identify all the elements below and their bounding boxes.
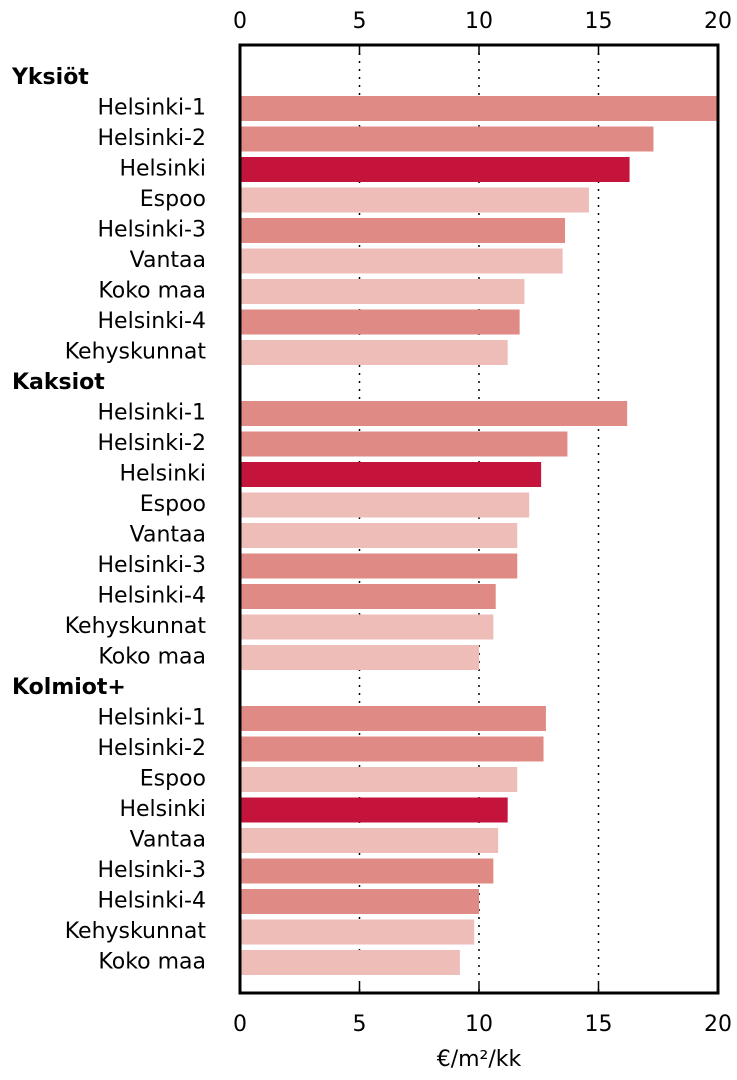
x-tick-label: 0 <box>233 9 247 34</box>
x-tick-label: 15 <box>585 1012 613 1037</box>
category-label: Helsinki <box>119 157 206 182</box>
bar <box>240 309 520 335</box>
category-label: Helsinki-1 <box>98 401 207 426</box>
bar <box>240 96 718 121</box>
bar <box>240 279 525 304</box>
bar <box>240 187 589 213</box>
x-axis-label: €/m²/kk <box>437 1047 522 1072</box>
category-label: Helsinki-3 <box>98 553 207 578</box>
category-label: Vantaa <box>130 828 206 853</box>
category-label: Helsinki-4 <box>98 309 207 334</box>
bar <box>240 736 544 762</box>
bar <box>240 584 496 609</box>
bar <box>240 218 566 243</box>
bar <box>240 706 546 731</box>
category-label: Helsinki-3 <box>98 858 207 883</box>
category-label: Espoo <box>140 767 206 792</box>
category-label: Vantaa <box>130 523 206 548</box>
bar <box>240 523 518 548</box>
bar <box>240 614 494 640</box>
bar <box>240 340 508 365</box>
bar <box>240 126 654 152</box>
bar <box>240 492 530 518</box>
x-tick-label: 0 <box>233 1012 247 1037</box>
bar <box>240 462 542 487</box>
category-label: Helsinki-3 <box>98 218 207 243</box>
category-label: Koko maa <box>98 279 206 304</box>
plot-frame <box>238 43 720 995</box>
group-label: Yksiöt <box>11 65 89 90</box>
bar <box>240 401 628 426</box>
category-label: Helsinki-1 <box>98 706 207 731</box>
category-label: Kehyskunnat <box>65 919 207 944</box>
x-tick-label: 5 <box>353 9 367 34</box>
x-tick-label: 15 <box>585 9 613 34</box>
x-tick-label: 10 <box>465 9 493 34</box>
bar <box>240 828 499 853</box>
category-label: Espoo <box>140 492 206 517</box>
category-label: Helsinki <box>119 462 206 487</box>
bar <box>240 431 568 457</box>
x-tick-label: 10 <box>465 1012 493 1037</box>
bar <box>240 919 475 945</box>
bar <box>240 248 563 274</box>
bar <box>240 553 518 579</box>
category-label: Helsinki-4 <box>98 584 207 609</box>
category-label: Espoo <box>140 187 206 212</box>
bar <box>240 858 494 884</box>
x-tick-label: 20 <box>704 9 732 34</box>
category-label: Kehyskunnat <box>65 614 207 639</box>
bar <box>240 645 479 670</box>
category-label: Koko maa <box>98 950 206 975</box>
category-label: Helsinki <box>119 797 206 822</box>
category-label: Koko maa <box>98 645 206 670</box>
category-label: Kehyskunnat <box>65 340 207 365</box>
bar <box>240 767 518 792</box>
bar <box>240 950 460 975</box>
category-label: Helsinki-1 <box>98 96 207 121</box>
category-label: Helsinki-2 <box>98 431 207 456</box>
group-label: Kaksiot <box>12 370 105 395</box>
category-label: Helsinki-2 <box>98 126 207 151</box>
bar <box>240 797 508 823</box>
bar <box>240 157 630 182</box>
category-label: Vantaa <box>130 248 206 273</box>
x-tick-label: 20 <box>704 1012 732 1037</box>
bar <box>240 889 479 914</box>
category-label: Helsinki-4 <box>98 889 207 914</box>
group-label: Kolmiot+ <box>12 675 126 700</box>
category-label: Helsinki-2 <box>98 736 207 761</box>
x-tick-label: 5 <box>353 1012 367 1037</box>
